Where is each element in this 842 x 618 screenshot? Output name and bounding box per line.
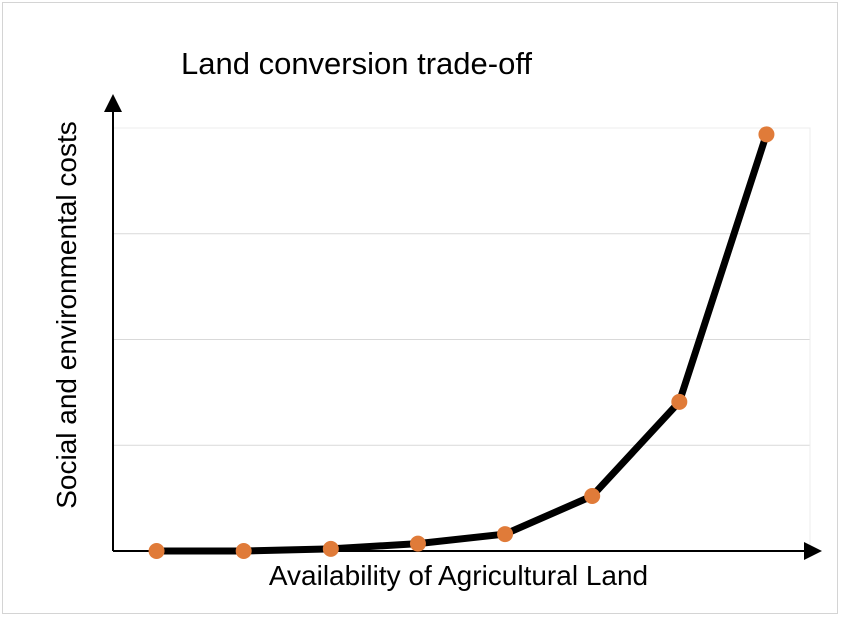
data-point: [235, 543, 252, 559]
chart-title: Land conversion trade-off: [181, 46, 532, 81]
data-point: [584, 488, 601, 505]
y-axis-arrow-icon: [104, 94, 122, 112]
data-point: [758, 126, 775, 143]
x-axis-label: Availability of Agricultural Land: [268, 560, 649, 591]
axes: [104, 94, 822, 560]
series: [148, 126, 775, 559]
data-point: [671, 393, 688, 410]
series-line: [153, 130, 770, 555]
data-point: [322, 540, 339, 557]
data-point: [148, 543, 165, 559]
x-axis-arrow-icon: [804, 542, 822, 560]
data-point: [497, 526, 514, 543]
data-point: [409, 535, 426, 552]
gridlines: [113, 233, 810, 446]
